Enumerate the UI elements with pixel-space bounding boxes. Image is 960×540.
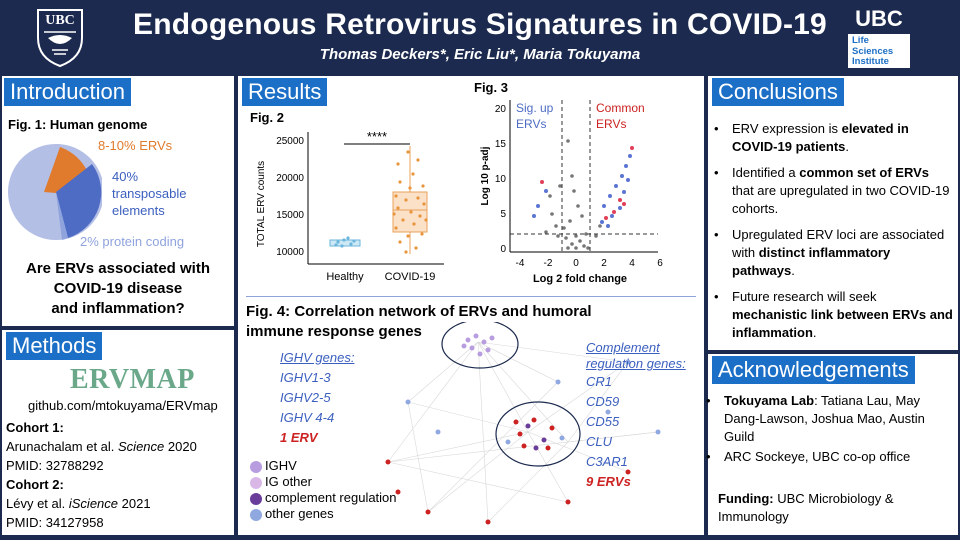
fig1-label: Fig. 1: Human genome	[8, 117, 148, 132]
poster-authors: Thomas Deckers*, Eric Liu*, Maria Tokuya…	[319, 46, 641, 63]
fig3-volcano-plot: Log 10 p-adj 20 15 10 5 0 -4 -2 0 2 4 6 …	[480, 100, 663, 285]
acknowledgements-heading: Acknowledgements	[712, 356, 915, 384]
svg-text:10: 10	[495, 174, 507, 185]
methods-heading: Methods	[6, 332, 103, 360]
genome-pie-chart	[8, 144, 102, 240]
ubc-logo-text: UBC	[45, 13, 75, 28]
other-gene-nodes	[405, 359, 661, 445]
lsi-line-1: Life	[852, 35, 869, 46]
ighv-nodes	[461, 333, 495, 357]
svg-text:-2: -2	[544, 258, 553, 269]
network-edges	[387, 341, 659, 523]
lsi-logo-ubc: UBC	[855, 6, 903, 31]
ack-item: Tokuyama Lab: Tatiana Lau, May Dang-Laws…	[700, 392, 954, 446]
fig2-points-healthy	[334, 236, 356, 248]
poster-title: Endogenous Retrovirus Signatures in COVI…	[133, 8, 827, 41]
ighv-cluster-circle	[441, 322, 519, 369]
fig3-ylabel: Log 10 p-adj	[480, 146, 491, 205]
pie-label-protein: 2% protein coding	[80, 234, 185, 249]
poster-header	[0, 0, 960, 72]
fig2-significance: ****	[367, 129, 387, 144]
ighv-gene-list: IGHV genes: IGHV1-3 IGHV2-5 IGHV 4-4 1 E…	[280, 350, 355, 445]
acknowledgements-list: Tokuyama Lab: Tatiana Lau, May Dang-Laws…	[700, 392, 954, 474]
fig2-xlabel-covid: COVID-19	[385, 271, 436, 283]
ervmap-logo: ERVMAP	[70, 364, 195, 395]
results-heading: Results	[242, 78, 328, 106]
legend-dot-ighv	[250, 460, 262, 473]
conclusions-list: ERV expression is elevated in COVID-19 p…	[708, 120, 954, 350]
svg-text:ERVs: ERVs	[596, 117, 626, 131]
lsi-line-3: Institute	[852, 56, 889, 67]
legend-dot-complement	[250, 492, 262, 505]
complement-cluster-circle	[495, 401, 581, 467]
legend-dot-other	[250, 508, 262, 521]
svg-text:0: 0	[573, 258, 579, 269]
svg-text:ERVs: ERVs	[516, 117, 546, 131]
ubc-crest-logo: UBC	[30, 6, 90, 68]
pie-slice-protein	[56, 192, 68, 240]
fig2-xlabel-healthy: Healthy	[326, 271, 364, 283]
fig2-ytick: 15000	[276, 210, 304, 221]
lsi-logo: UBC Life Sciences Institute	[844, 6, 914, 68]
methods-panel: Methods ERVMAP github.com/mtokuyama/ERVm…	[2, 330, 234, 535]
ack-item: ARC Sockeye, UBC co-op office	[700, 448, 954, 466]
results-divider	[246, 296, 696, 297]
legend-item: other genes	[250, 506, 397, 522]
svg-text:-4: -4	[516, 258, 525, 269]
fig3-annot-common: Common	[596, 101, 645, 115]
cohort-list: Cohort 1: Arunachalam et al. Science 202…	[6, 420, 197, 530]
lsi-logo-box: Life Sciences Institute	[848, 34, 910, 68]
conclusion-item: ERV expression is elevated in COVID-19 p…	[708, 120, 954, 156]
ervmap-repo-link[interactable]: github.com/mtokuyama/ERVmap	[28, 398, 218, 413]
svg-text:0: 0	[500, 244, 506, 255]
intro-question: Are ERVs associated with COVID-19 diseas…	[26, 260, 210, 317]
introduction-heading: Introduction	[4, 78, 131, 106]
erv-nodes	[385, 417, 631, 525]
legend-item: IG other	[250, 474, 397, 490]
results-panel: Results Fig. 2 TOTAL ERV counts 25000 20…	[238, 76, 704, 535]
conclusion-item: Upregulated ERV loci are associated with…	[708, 226, 954, 280]
svg-text:6: 6	[657, 258, 663, 269]
conclusion-item: Future research will seek mechanistic li…	[708, 288, 954, 342]
fig2-boxplot: TOTAL ERV counts 25000 20000 15000 10000…	[256, 129, 444, 283]
pie-label-transposable: 40% transposable elements	[112, 169, 187, 218]
introduction-panel: Introduction Fig. 1: Human genome 8-10% …	[2, 76, 234, 326]
conclusions-panel: Conclusions ERV expression is elevated i…	[708, 76, 958, 350]
fig2-ytick: 20000	[276, 173, 304, 184]
fig4-title: Fig. 4: Correlation network of ERVs and …	[246, 303, 592, 340]
conclusions-heading: Conclusions	[712, 78, 844, 106]
complement-nodes	[525, 423, 547, 451]
complement-gene-list: Complement regulation genes: CR1 CD59 CD…	[586, 340, 686, 489]
conclusion-item: Identified a common set of ERVs that are…	[708, 164, 954, 218]
svg-text:4: 4	[629, 258, 635, 269]
fig3-points-ns	[544, 139, 602, 250]
fig3-xlabel: Log 2 fold change	[533, 273, 627, 285]
legend-item: IGHV	[250, 458, 397, 474]
fig2-ytick: 10000	[276, 247, 304, 258]
fig2-ytick: 25000	[276, 136, 304, 147]
funding-note: Funding: UBC Microbiology & Immunology	[718, 491, 894, 524]
fig2-ylabel: TOTAL ERV counts	[256, 161, 267, 247]
legend-dot-ig-other	[250, 476, 262, 489]
svg-text:5: 5	[500, 209, 506, 220]
svg-text:20: 20	[495, 104, 507, 115]
fig3-points-common	[540, 146, 634, 220]
fig4-legend: IGHV IG other complement regulation othe…	[250, 458, 397, 522]
fig3-points-sig	[532, 154, 632, 228]
fig3-label: Fig. 3	[474, 80, 508, 95]
pie-label-ervs: 8-10% ERVs	[98, 138, 173, 153]
pie-slice-transposable	[56, 164, 102, 238]
svg-text:2: 2	[601, 258, 607, 269]
fig3-annot-sig-up: Sig. up	[516, 101, 554, 115]
fig2-label: Fig. 2	[250, 110, 284, 125]
legend-item: complement regulation	[250, 490, 397, 506]
svg-text:15: 15	[495, 139, 507, 150]
lsi-line-2: Sciences	[852, 45, 894, 57]
fig4-network-graph	[385, 322, 661, 525]
acknowledgements-panel: Acknowledgements Tokuyama Lab: Tatiana L…	[706, 354, 958, 535]
fig2-points-covid	[392, 150, 428, 254]
